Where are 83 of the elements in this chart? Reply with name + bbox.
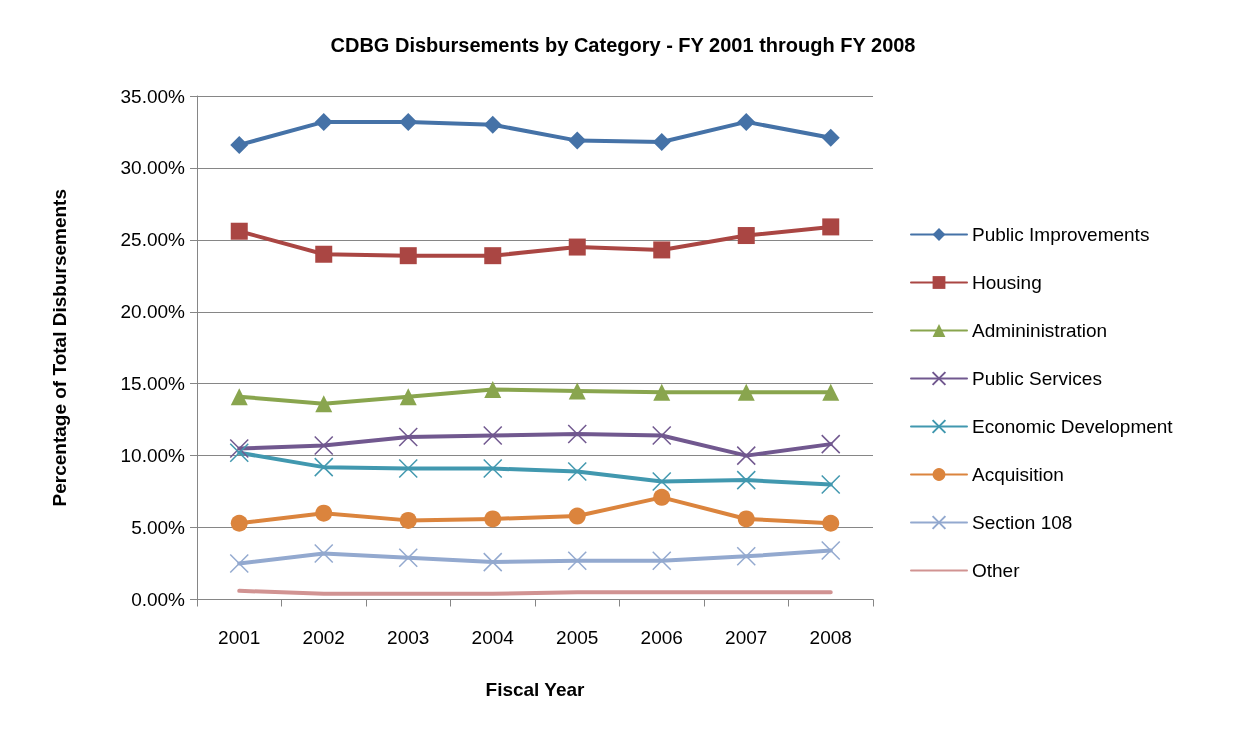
point <box>398 458 418 479</box>
point <box>653 488 671 506</box>
point <box>230 388 248 406</box>
y-tick-label: 25.00% <box>120 229 186 251</box>
point <box>484 510 502 528</box>
point <box>568 131 587 150</box>
legend-label: Public Services <box>972 368 1102 389</box>
point <box>315 245 333 263</box>
point <box>736 470 756 490</box>
legend-label: Other <box>972 560 1021 581</box>
point <box>399 388 417 406</box>
legend-label: Acquisition <box>972 464 1064 485</box>
x-tick-label: 2003 <box>387 626 430 648</box>
point <box>483 552 503 572</box>
x-tick-label: 2008 <box>809 626 852 648</box>
point <box>568 238 586 256</box>
x-tick-label: 2007 <box>725 626 768 648</box>
point <box>230 514 248 532</box>
legend-label: Admininistration <box>972 320 1108 341</box>
point <box>653 383 671 401</box>
point <box>399 511 417 529</box>
point <box>230 135 249 154</box>
point <box>653 241 671 259</box>
point <box>229 553 249 574</box>
y-tick-label: 15.00% <box>120 373 186 395</box>
point <box>568 382 586 400</box>
y-tick-label: 20.00% <box>120 301 186 323</box>
point <box>821 128 840 147</box>
point <box>314 543 334 564</box>
x-tick-label: 2001 <box>218 626 261 648</box>
point <box>315 395 333 413</box>
x-axis-title: Fiscal Year <box>485 678 586 700</box>
point <box>652 133 671 152</box>
point <box>567 424 587 444</box>
legend-label: Housing <box>972 272 1042 293</box>
point <box>652 425 672 446</box>
point <box>229 438 249 459</box>
point <box>736 546 756 567</box>
point <box>821 540 841 561</box>
point <box>483 115 502 134</box>
point <box>568 507 586 525</box>
point <box>484 380 502 398</box>
x-tick-label: 2004 <box>471 626 515 648</box>
point <box>484 247 502 265</box>
point <box>737 227 755 245</box>
legend-label: Section 108 <box>972 512 1073 533</box>
y-tick-label: 35.00% <box>120 85 186 107</box>
legend-label: Economic Development <box>972 416 1174 437</box>
y-tick-label: 0.00% <box>131 589 186 610</box>
chart-title: CDBG Disbursements by Category - FY 2001 through FY 2008 <box>330 34 916 56</box>
point <box>737 383 755 401</box>
point <box>398 427 418 447</box>
point <box>399 247 417 265</box>
y-tick-label: 10.00% <box>120 445 186 467</box>
point <box>736 445 756 466</box>
point <box>399 112 418 131</box>
point <box>652 550 672 571</box>
point <box>483 425 503 446</box>
point <box>314 435 334 456</box>
point <box>652 471 672 492</box>
point <box>822 383 840 401</box>
point <box>822 514 840 532</box>
point <box>821 474 841 495</box>
point <box>229 443 249 463</box>
point <box>822 218 840 236</box>
point <box>821 434 841 454</box>
x-tick-label: 2006 <box>640 626 683 648</box>
point <box>737 510 755 528</box>
point <box>230 222 248 240</box>
y-axis-title: Percentage of Total Disbursements <box>49 189 70 507</box>
point <box>737 112 756 131</box>
x-tick-label: 2002 <box>302 626 345 648</box>
point <box>398 548 418 568</box>
x-tick-label: 2005 <box>556 626 599 648</box>
point <box>483 458 503 479</box>
legend-label: Public Improvements <box>972 224 1150 245</box>
y-tick-label: 5.00% <box>131 517 186 539</box>
point <box>567 550 587 571</box>
point <box>314 112 333 131</box>
point <box>315 504 333 522</box>
point <box>567 461 587 482</box>
y-tick-label: 30.00% <box>120 157 186 179</box>
point <box>314 457 334 477</box>
